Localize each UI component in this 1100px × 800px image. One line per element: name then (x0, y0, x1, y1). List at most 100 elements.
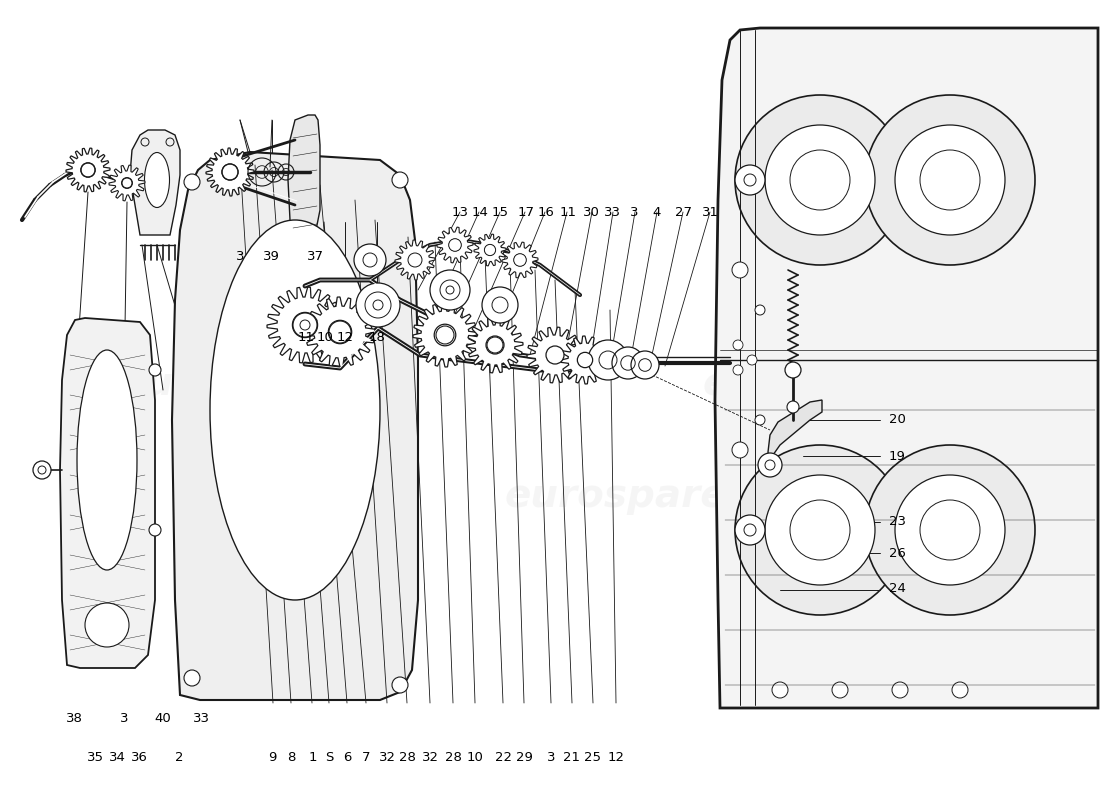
Text: 3: 3 (547, 751, 556, 764)
Circle shape (735, 515, 764, 545)
Text: 15: 15 (492, 206, 509, 218)
Circle shape (449, 239, 461, 251)
Text: 10: 10 (316, 331, 333, 344)
Circle shape (892, 682, 907, 698)
Text: 1: 1 (308, 751, 317, 764)
Text: 34: 34 (109, 751, 126, 764)
Circle shape (293, 313, 317, 337)
Circle shape (408, 253, 422, 267)
Circle shape (631, 351, 659, 379)
Text: 23: 23 (889, 515, 905, 528)
Text: 11: 11 (559, 206, 576, 218)
Circle shape (354, 244, 386, 276)
Text: 31: 31 (702, 206, 719, 218)
Circle shape (329, 321, 351, 343)
Text: 19: 19 (889, 450, 905, 462)
Text: 12: 12 (337, 331, 354, 344)
Circle shape (485, 245, 495, 255)
Polygon shape (474, 234, 506, 266)
Circle shape (482, 287, 518, 323)
Ellipse shape (210, 220, 380, 600)
Circle shape (764, 125, 875, 235)
Polygon shape (561, 336, 609, 384)
Polygon shape (527, 327, 583, 383)
Text: 21: 21 (563, 751, 581, 764)
Text: 3: 3 (235, 250, 244, 262)
Text: 10: 10 (466, 751, 484, 764)
Circle shape (612, 347, 643, 379)
Polygon shape (305, 297, 375, 367)
Circle shape (785, 362, 801, 378)
Text: 28: 28 (444, 751, 462, 764)
Circle shape (747, 355, 757, 365)
Polygon shape (206, 148, 254, 196)
Text: 26: 26 (889, 547, 905, 560)
Text: 7: 7 (362, 751, 371, 764)
Polygon shape (437, 227, 473, 263)
Text: 20: 20 (889, 413, 905, 426)
Text: 29: 29 (516, 751, 534, 764)
Text: 22: 22 (495, 751, 513, 764)
Circle shape (732, 262, 748, 278)
Circle shape (733, 340, 742, 350)
Polygon shape (267, 287, 343, 363)
Text: 16: 16 (537, 206, 554, 218)
Text: 11: 11 (297, 331, 315, 344)
Text: 33: 33 (192, 712, 210, 725)
Polygon shape (468, 317, 522, 373)
Text: 6: 6 (343, 751, 352, 764)
Text: 25: 25 (584, 751, 602, 764)
Circle shape (764, 475, 875, 585)
Text: 35: 35 (87, 751, 104, 764)
Text: 33: 33 (604, 206, 622, 218)
Text: 24: 24 (889, 582, 905, 594)
Circle shape (865, 445, 1035, 615)
Circle shape (80, 162, 96, 178)
Polygon shape (288, 115, 320, 242)
Text: 18: 18 (368, 331, 386, 344)
Circle shape (356, 283, 400, 327)
Circle shape (392, 677, 408, 693)
Text: 2: 2 (175, 751, 184, 764)
Polygon shape (109, 165, 145, 201)
Circle shape (758, 453, 782, 477)
Text: 27: 27 (674, 206, 692, 218)
Circle shape (184, 670, 200, 686)
Text: 3: 3 (630, 206, 639, 218)
Circle shape (430, 270, 470, 310)
Circle shape (755, 415, 764, 425)
Text: 17: 17 (517, 206, 535, 218)
Circle shape (293, 312, 318, 338)
Circle shape (733, 365, 742, 375)
Ellipse shape (144, 153, 169, 207)
Text: 13: 13 (451, 206, 469, 218)
Text: S: S (324, 751, 333, 764)
Polygon shape (60, 318, 155, 668)
Circle shape (122, 178, 132, 189)
Text: eurospares: eurospares (504, 477, 750, 515)
Text: 39: 39 (263, 250, 280, 262)
Circle shape (588, 340, 628, 380)
Text: 32: 32 (421, 751, 439, 764)
Circle shape (486, 336, 504, 354)
Polygon shape (66, 148, 110, 192)
Circle shape (85, 603, 129, 647)
Polygon shape (502, 242, 538, 278)
Polygon shape (172, 152, 418, 700)
Circle shape (148, 364, 161, 376)
Polygon shape (412, 303, 477, 367)
Circle shape (952, 682, 968, 698)
Circle shape (735, 95, 905, 265)
Polygon shape (395, 240, 434, 280)
Ellipse shape (77, 350, 138, 570)
Circle shape (487, 337, 503, 353)
Text: 14: 14 (471, 206, 488, 218)
Circle shape (895, 125, 1005, 235)
Circle shape (148, 524, 161, 536)
Text: 12: 12 (607, 751, 625, 764)
Circle shape (514, 254, 526, 266)
Text: 40: 40 (154, 712, 172, 725)
Circle shape (578, 352, 593, 368)
Circle shape (865, 95, 1035, 265)
Circle shape (832, 682, 848, 698)
